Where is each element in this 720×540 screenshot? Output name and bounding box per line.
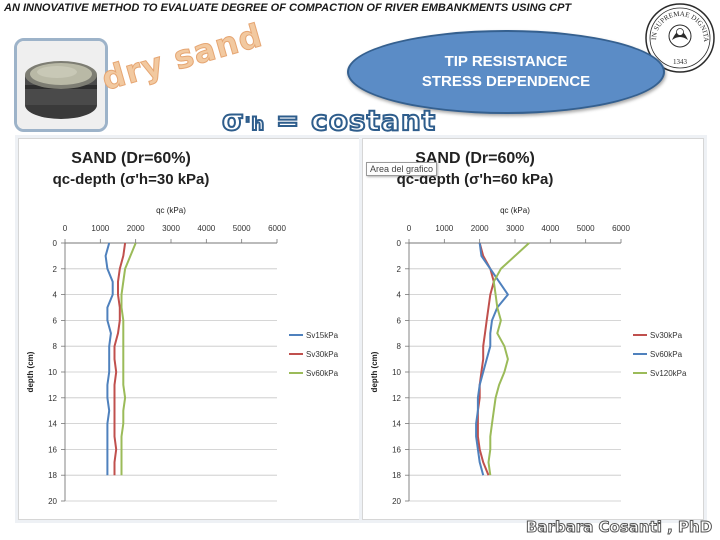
x-tick-label: 5000 — [233, 224, 251, 233]
y-tick-label: 16 — [392, 445, 401, 454]
constant-stress-heading: σ'h = costant — [221, 103, 437, 138]
chart-title: SAND (Dr=60%) — [71, 150, 191, 167]
callout-line-1: TIP RESISTANCE — [444, 53, 568, 70]
series-line-sv120kpa — [487, 242, 530, 476]
y-tick-label: 18 — [48, 471, 57, 480]
x-tick-label: 2000 — [471, 224, 489, 233]
x-tick-label: 1000 — [91, 224, 109, 233]
series-line-sv15kpa — [104, 242, 114, 476]
tip-resistance-callout: TIP RESISTANCE STRESS DEPENDENCE — [347, 30, 665, 114]
constant-equation: = costant — [265, 103, 437, 138]
y-axis-label: depth (cm) — [26, 351, 35, 392]
chart-panel-right[interactable]: SAND (Dr=60%) qc-depth (σ'h=60 kPa) qc (kP… — [362, 138, 704, 520]
legend-label: Sv15kPa — [306, 331, 339, 340]
y-tick-label: 0 — [53, 239, 58, 248]
university-seal-logo: IN SUPREMAE DIGNITATIS 1343 — [644, 2, 715, 73]
legend-label: Sv30kPa — [306, 350, 339, 359]
y-tick-label: 20 — [392, 497, 401, 506]
x-tick-label: 4000 — [197, 224, 215, 233]
legend-label: Sv30kPa — [650, 331, 683, 340]
y-tick-label: 4 — [397, 291, 402, 300]
y-tick-label: 2 — [53, 265, 58, 274]
y-tick-label: 16 — [48, 445, 57, 454]
y-tick-label: 14 — [48, 420, 57, 429]
x-tick-label: 3000 — [506, 224, 524, 233]
y-tick-label: 2 — [397, 265, 402, 274]
legend-label: Sv60kPa — [306, 369, 339, 378]
chart-qc-depth-30kpa[interactable]: SAND (Dr=60%) qc-depth (σ'h=30 kPa) qc (kP… — [19, 139, 359, 519]
y-tick-label: 18 — [392, 471, 401, 480]
y-axis-label: depth (cm) — [370, 351, 379, 392]
legend-label: Sv60kPa — [650, 350, 683, 359]
y-tick-label: 4 — [53, 291, 58, 300]
y-tick-label: 8 — [397, 342, 402, 351]
x-tick-label: 4000 — [541, 224, 559, 233]
y-tick-label: 6 — [53, 316, 58, 325]
chart-area-tooltip: Area del grafico — [366, 162, 438, 176]
chart-subtitle: qc-depth (σ'h=30 kPa) — [53, 171, 210, 188]
y-tick-label: 0 — [397, 239, 402, 248]
x-tick-label: 6000 — [268, 224, 286, 233]
chart-qc-depth-60kpa[interactable]: SAND (Dr=60%)qc-depth (σ'h=60 kPa)qc (kP… — [363, 139, 703, 519]
sigma-symbol: σ — [221, 103, 245, 138]
x-axis-label: qc (kPa) — [500, 206, 530, 215]
chart-panel-left[interactable]: SAND (Dr=60%) qc-depth (σ'h=30 kPa) qc (kP… — [18, 138, 360, 520]
seal-year: 1343 — [673, 58, 688, 66]
sigma-subscript: 'h — [244, 113, 266, 136]
series-line-sv60kpa — [120, 242, 137, 476]
y-tick-label: 20 — [48, 497, 57, 506]
y-tick-label: 10 — [48, 368, 57, 377]
sand-sample-photo — [14, 38, 108, 132]
series-line-sv30kpa — [113, 242, 127, 476]
callout-line-2: STRESS DEPENDENCE — [421, 73, 591, 90]
y-tick-label: 14 — [392, 420, 401, 429]
x-tick-label: 6000 — [612, 224, 630, 233]
x-tick-label: 1000 — [435, 224, 453, 233]
x-tick-label: 0 — [63, 224, 68, 233]
dry-sand-label: dry sand — [97, 15, 267, 98]
y-tick-label: 12 — [48, 394, 57, 403]
series-line-sv60kpa — [475, 242, 509, 476]
y-tick-label: 12 — [392, 394, 401, 403]
y-tick-label: 8 — [53, 342, 58, 351]
y-tick-label: 6 — [397, 316, 402, 325]
chart-title: SAND (Dr=60%) — [415, 150, 535, 167]
x-axis-label: qc (kPa) — [156, 206, 186, 215]
x-tick-label: 3000 — [162, 224, 180, 233]
author-name: Barbara Cosanti , PhD — [525, 518, 713, 537]
page-header-title: AN INNOVATIVE METHOD TO EVALUATE DEGREE … — [4, 2, 572, 14]
legend-label: Sv120kPa — [650, 369, 687, 378]
x-tick-label: 2000 — [127, 224, 145, 233]
x-tick-label: 0 — [407, 224, 412, 233]
x-tick-label: 5000 — [577, 224, 595, 233]
y-tick-label: 10 — [392, 368, 401, 377]
